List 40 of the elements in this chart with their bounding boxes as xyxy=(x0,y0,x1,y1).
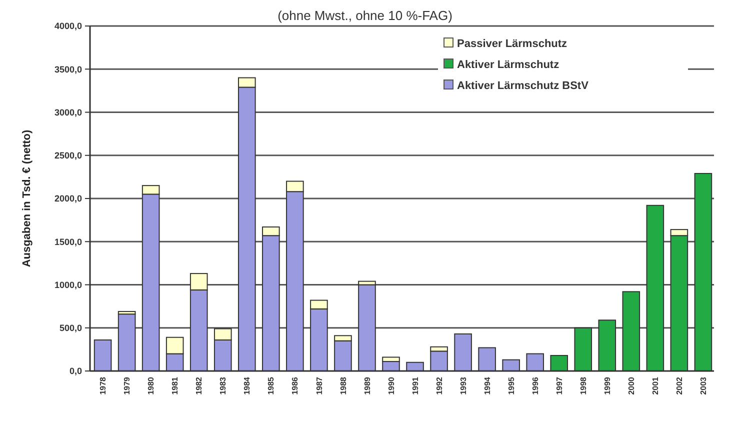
y-tick-label: 0,0 xyxy=(69,366,82,376)
x-tick-label: 1994 xyxy=(482,376,492,395)
y-tick-label: 500,0 xyxy=(59,323,82,334)
x-tick-label: 1991 xyxy=(410,376,420,395)
y-tick-label: 4000,0 xyxy=(54,21,82,32)
x-tick-label: 1985 xyxy=(266,376,276,395)
x-tick-label: 1980 xyxy=(146,376,156,395)
x-tick-label: 1998 xyxy=(578,376,588,395)
y-axis-title: Ausgaben in Tsd. € (netto) xyxy=(21,130,33,268)
x-tick-label: 1997 xyxy=(554,376,564,395)
y-tick-label: 2500,0 xyxy=(54,150,82,161)
x-tick-label: 1995 xyxy=(506,376,516,395)
legend-label: Passiver Lärmschutz xyxy=(457,38,568,50)
x-tick-label: 1981 xyxy=(170,376,180,395)
x-tick-label: 1999 xyxy=(602,376,612,395)
x-tick-label: 1992 xyxy=(434,376,444,395)
x-tick-label: 1978 xyxy=(98,376,108,395)
legend-label: Aktiver Lärmschutz xyxy=(457,58,560,71)
x-tick-label: 1990 xyxy=(386,376,396,395)
x-tick-label: 2001 xyxy=(650,376,660,395)
x-tick-label: 1993 xyxy=(458,376,468,395)
y-tick-label: 2000,0 xyxy=(54,194,82,204)
x-tick-label: 2003 xyxy=(698,376,708,395)
x-tick-label: 1982 xyxy=(194,376,204,395)
y-tick-label: 1000,0 xyxy=(54,280,82,290)
y-tick-label: 1500,0 xyxy=(54,236,82,247)
x-tick-label: 1987 xyxy=(314,376,324,395)
y-tick-label: 3000,0 xyxy=(54,107,82,118)
x-tick-label: 1984 xyxy=(242,376,252,395)
x-tick-label: 1983 xyxy=(218,376,228,395)
x-tick-label: 2000 xyxy=(626,376,636,395)
x-tick-label: 1989 xyxy=(362,376,372,395)
x-tick-label: 2002 xyxy=(674,376,684,395)
x-tick-label: 1996 xyxy=(530,376,540,395)
y-tick-label: 3500,0 xyxy=(54,64,82,74)
x-tick-label: 1979 xyxy=(122,376,132,395)
x-tick-label: 1988 xyxy=(338,376,348,395)
legend-label: Aktiver Lärmschutz BStV xyxy=(457,80,590,92)
x-tick-label: 1986 xyxy=(290,376,300,395)
chart-title: (ohne Mwst., ohne 10 %-FAG) xyxy=(278,8,452,23)
